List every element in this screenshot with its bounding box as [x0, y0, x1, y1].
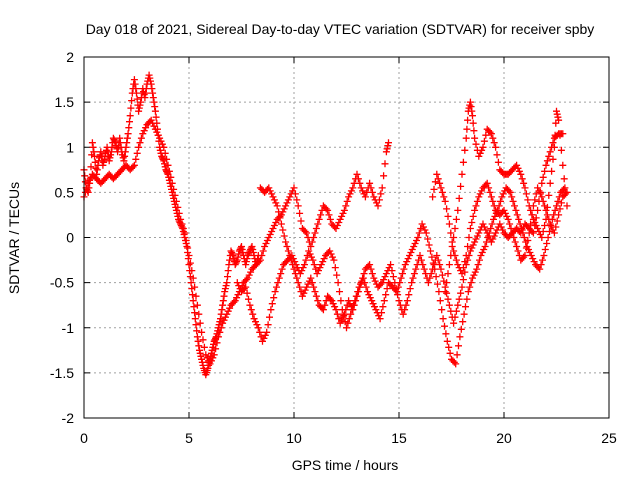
- data-marks: [80, 71, 571, 379]
- x-axis-label: GPS time / hours: [292, 457, 399, 473]
- series-track-a: [80, 71, 262, 379]
- grid: [84, 57, 609, 418]
- plus-markers-track-f: [429, 170, 571, 278]
- y-tick-label: 0: [66, 230, 74, 246]
- plus-markers-track-a: [80, 71, 262, 379]
- series-track-e: [441, 98, 571, 296]
- x-tick-label: 20: [496, 430, 512, 446]
- y-tick-label: -1.5: [50, 365, 74, 381]
- x-tick-labels: 0 5 10 15 20 25: [80, 430, 617, 446]
- y-tick-label: -0.5: [50, 275, 74, 291]
- x-tick-label: 25: [601, 430, 617, 446]
- x-tick-label: 5: [185, 430, 193, 446]
- series-track-b: [80, 116, 392, 368]
- plus-markers-track-b: [80, 116, 392, 368]
- y-tick-label: 0.5: [55, 184, 75, 200]
- x-tick-label: 15: [391, 430, 407, 446]
- y-tick-label: -1: [62, 320, 75, 336]
- y-tick-label: 1: [66, 139, 74, 155]
- y-axis-label: SDTVAR / TECUs: [6, 182, 22, 294]
- series-track-d: [233, 184, 569, 368]
- y-tick-label: 2: [66, 49, 74, 65]
- x-tick-label: 0: [80, 430, 88, 446]
- plus-markers-track-e: [441, 98, 571, 296]
- x-tick-label: 10: [286, 430, 302, 446]
- y-tick-label: -2: [62, 410, 75, 426]
- series-track-f: [429, 170, 571, 278]
- y-tick-labels: 2 1.5 1 0.5 0 -0.5 -1 -1.5 -2: [50, 49, 74, 426]
- chart-title: Day 018 of 2021, Sidereal Day-to-day VTE…: [86, 21, 595, 37]
- plot-frame: [83, 56, 610, 419]
- y-tick-label: 1.5: [55, 94, 75, 110]
- plus-markers-track-d: [233, 184, 569, 368]
